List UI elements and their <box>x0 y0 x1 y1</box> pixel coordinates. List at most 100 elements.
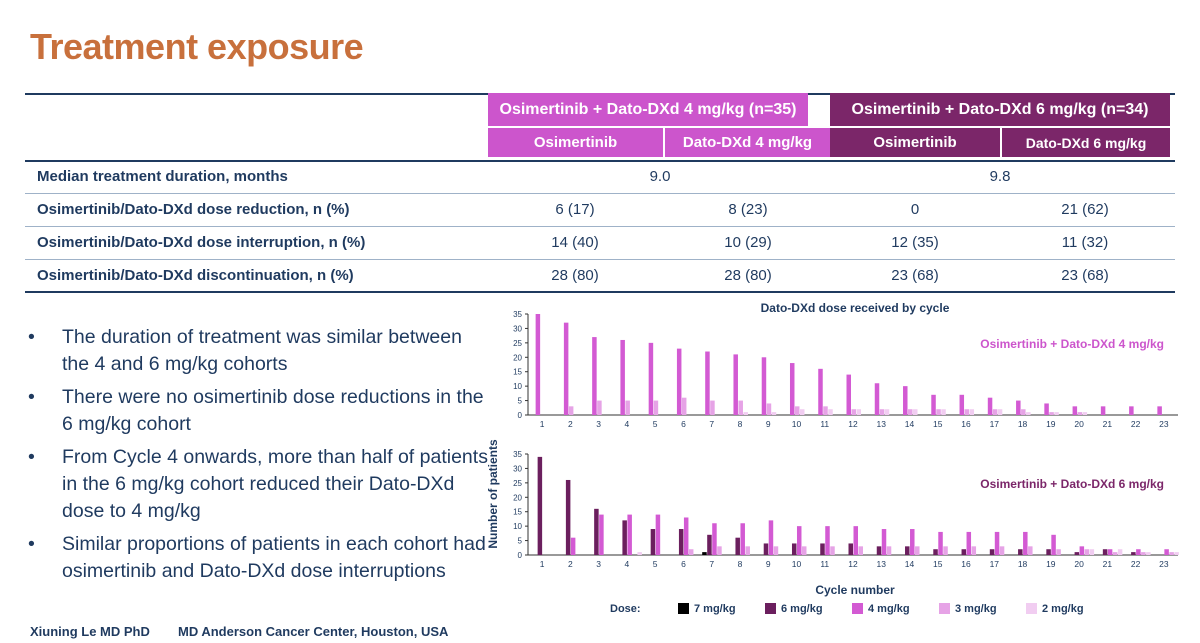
bar <box>565 479 571 555</box>
bar <box>1164 549 1169 555</box>
bar <box>886 546 892 555</box>
x-tick-label: 2 <box>568 559 573 569</box>
legend-label: 3 mg/kg <box>955 603 997 615</box>
bar <box>825 526 830 555</box>
x-tick-label: 15 <box>933 559 943 569</box>
bar <box>908 409 913 415</box>
bar <box>881 529 887 555</box>
bar <box>828 409 833 415</box>
x-tick-label: 23 <box>1159 559 1169 569</box>
bar <box>535 314 541 415</box>
legend-label: 6 mg/kg <box>781 603 823 615</box>
x-tick-label: 9 <box>766 559 771 569</box>
bullet-item: • Similar proportions of patients in each… <box>28 531 493 585</box>
y-tick-label: 0 <box>518 551 523 560</box>
bar <box>997 409 1003 415</box>
legend-swatch <box>765 603 776 614</box>
bar <box>989 549 995 555</box>
x-tick-label: 14 <box>905 419 915 429</box>
x-tick-label: 2 <box>568 419 573 429</box>
bar <box>853 526 858 555</box>
x-tick-label: 8 <box>738 419 743 429</box>
x-tick-label: 4 <box>625 419 630 429</box>
bar <box>1016 400 1021 415</box>
bar <box>794 406 800 415</box>
subheader-datodxd-4mg: Dato-DXd 4 mg/kg <box>665 128 830 157</box>
cell-median-duration-6mg: 9.8 <box>989 168 1011 185</box>
header-cohort-4mg: Osimertinib + Dato-DXd 4 mg/kg (n=35) <box>488 93 808 126</box>
treatment-exposure-table: Osimertinib + Dato-DXd 4 mg/kg (n=35) Os… <box>25 93 1175 293</box>
row-label-dose-reduction: Osimertinib/Dato-DXd dose reduction, n (… <box>37 201 350 218</box>
cell-discontinuation-osim-4mg: 28 (80) <box>551 267 599 284</box>
panel-label: Osimertinib + Dato-DXd 6 mg/kg <box>980 477 1164 491</box>
bar <box>858 546 863 555</box>
bar <box>707 534 712 555</box>
bar <box>913 409 918 415</box>
x-tick-label: 18 <box>1018 419 1028 429</box>
bar <box>791 543 797 555</box>
bar <box>1169 552 1174 555</box>
y-tick-label: 15 <box>513 368 522 377</box>
x-tick-label: 13 <box>877 419 887 429</box>
bar <box>594 508 599 555</box>
bar <box>1023 531 1028 555</box>
bar <box>681 397 687 415</box>
bar <box>1049 412 1054 415</box>
bar <box>1018 549 1023 555</box>
bar <box>915 546 920 555</box>
cell-reduction-dato-6mg: 21 (62) <box>1061 201 1109 218</box>
bar <box>771 412 777 415</box>
bullet-text: There were no osimertinib dose reduction… <box>62 386 484 435</box>
subheader-osimertinib-6mg: Osimertinib <box>830 128 1000 157</box>
bar <box>761 357 767 415</box>
bar <box>969 409 975 415</box>
bar <box>1100 406 1106 415</box>
bar <box>992 409 998 415</box>
bar <box>851 409 856 415</box>
bar <box>688 549 694 555</box>
bar <box>717 546 722 555</box>
bar <box>1046 549 1051 555</box>
x-tick-label: 12 <box>848 559 858 569</box>
bar <box>763 543 769 555</box>
cell-interruption-dato-4mg: 10 (29) <box>724 234 772 251</box>
bar <box>1084 549 1090 555</box>
bar <box>884 409 890 415</box>
x-tick-label: 14 <box>905 559 915 569</box>
bar <box>1112 552 1118 555</box>
legend-swatch <box>852 603 863 614</box>
bar <box>1174 552 1179 555</box>
bar <box>1072 406 1078 415</box>
bar <box>964 409 970 415</box>
x-tick-label: 15 <box>933 419 943 429</box>
bar <box>683 517 689 555</box>
table-row-rule <box>25 259 1175 260</box>
bullet-dot-icon: • <box>28 446 35 468</box>
bar <box>959 394 965 415</box>
bar <box>966 531 972 555</box>
bar <box>773 546 779 555</box>
y-tick-label: 20 <box>513 493 522 502</box>
bar <box>1117 549 1123 555</box>
bar <box>933 549 938 555</box>
bar <box>599 514 604 555</box>
cell-interruption-osim-4mg: 14 (40) <box>551 234 599 251</box>
panel-label: Osimertinib + Dato-DXd 4 mg/kg <box>980 337 1164 351</box>
bar <box>1107 549 1113 555</box>
x-tick-label: 11 <box>820 419 829 429</box>
subheader-datodxd-6mg: Dato-DXd 6 mg/kg <box>1002 128 1170 157</box>
bar <box>712 523 717 555</box>
cell-median-duration-4mg: 9.0 <box>649 168 671 185</box>
x-tick-label: 10 <box>792 559 802 569</box>
bar <box>910 529 915 555</box>
x-tick-label: 22 <box>1131 559 1141 569</box>
bar <box>738 400 743 415</box>
bar <box>570 537 576 555</box>
bullet-item: • The duration of treatment was similar b… <box>28 324 493 378</box>
table-bottom-rule <box>25 291 1175 293</box>
cell-reduction-osim-6mg: 0 <box>910 201 920 218</box>
bar <box>905 546 910 555</box>
x-tick-label: 22 <box>1131 419 1141 429</box>
bar <box>999 546 1005 555</box>
x-tick-label: 10 <box>792 419 802 429</box>
